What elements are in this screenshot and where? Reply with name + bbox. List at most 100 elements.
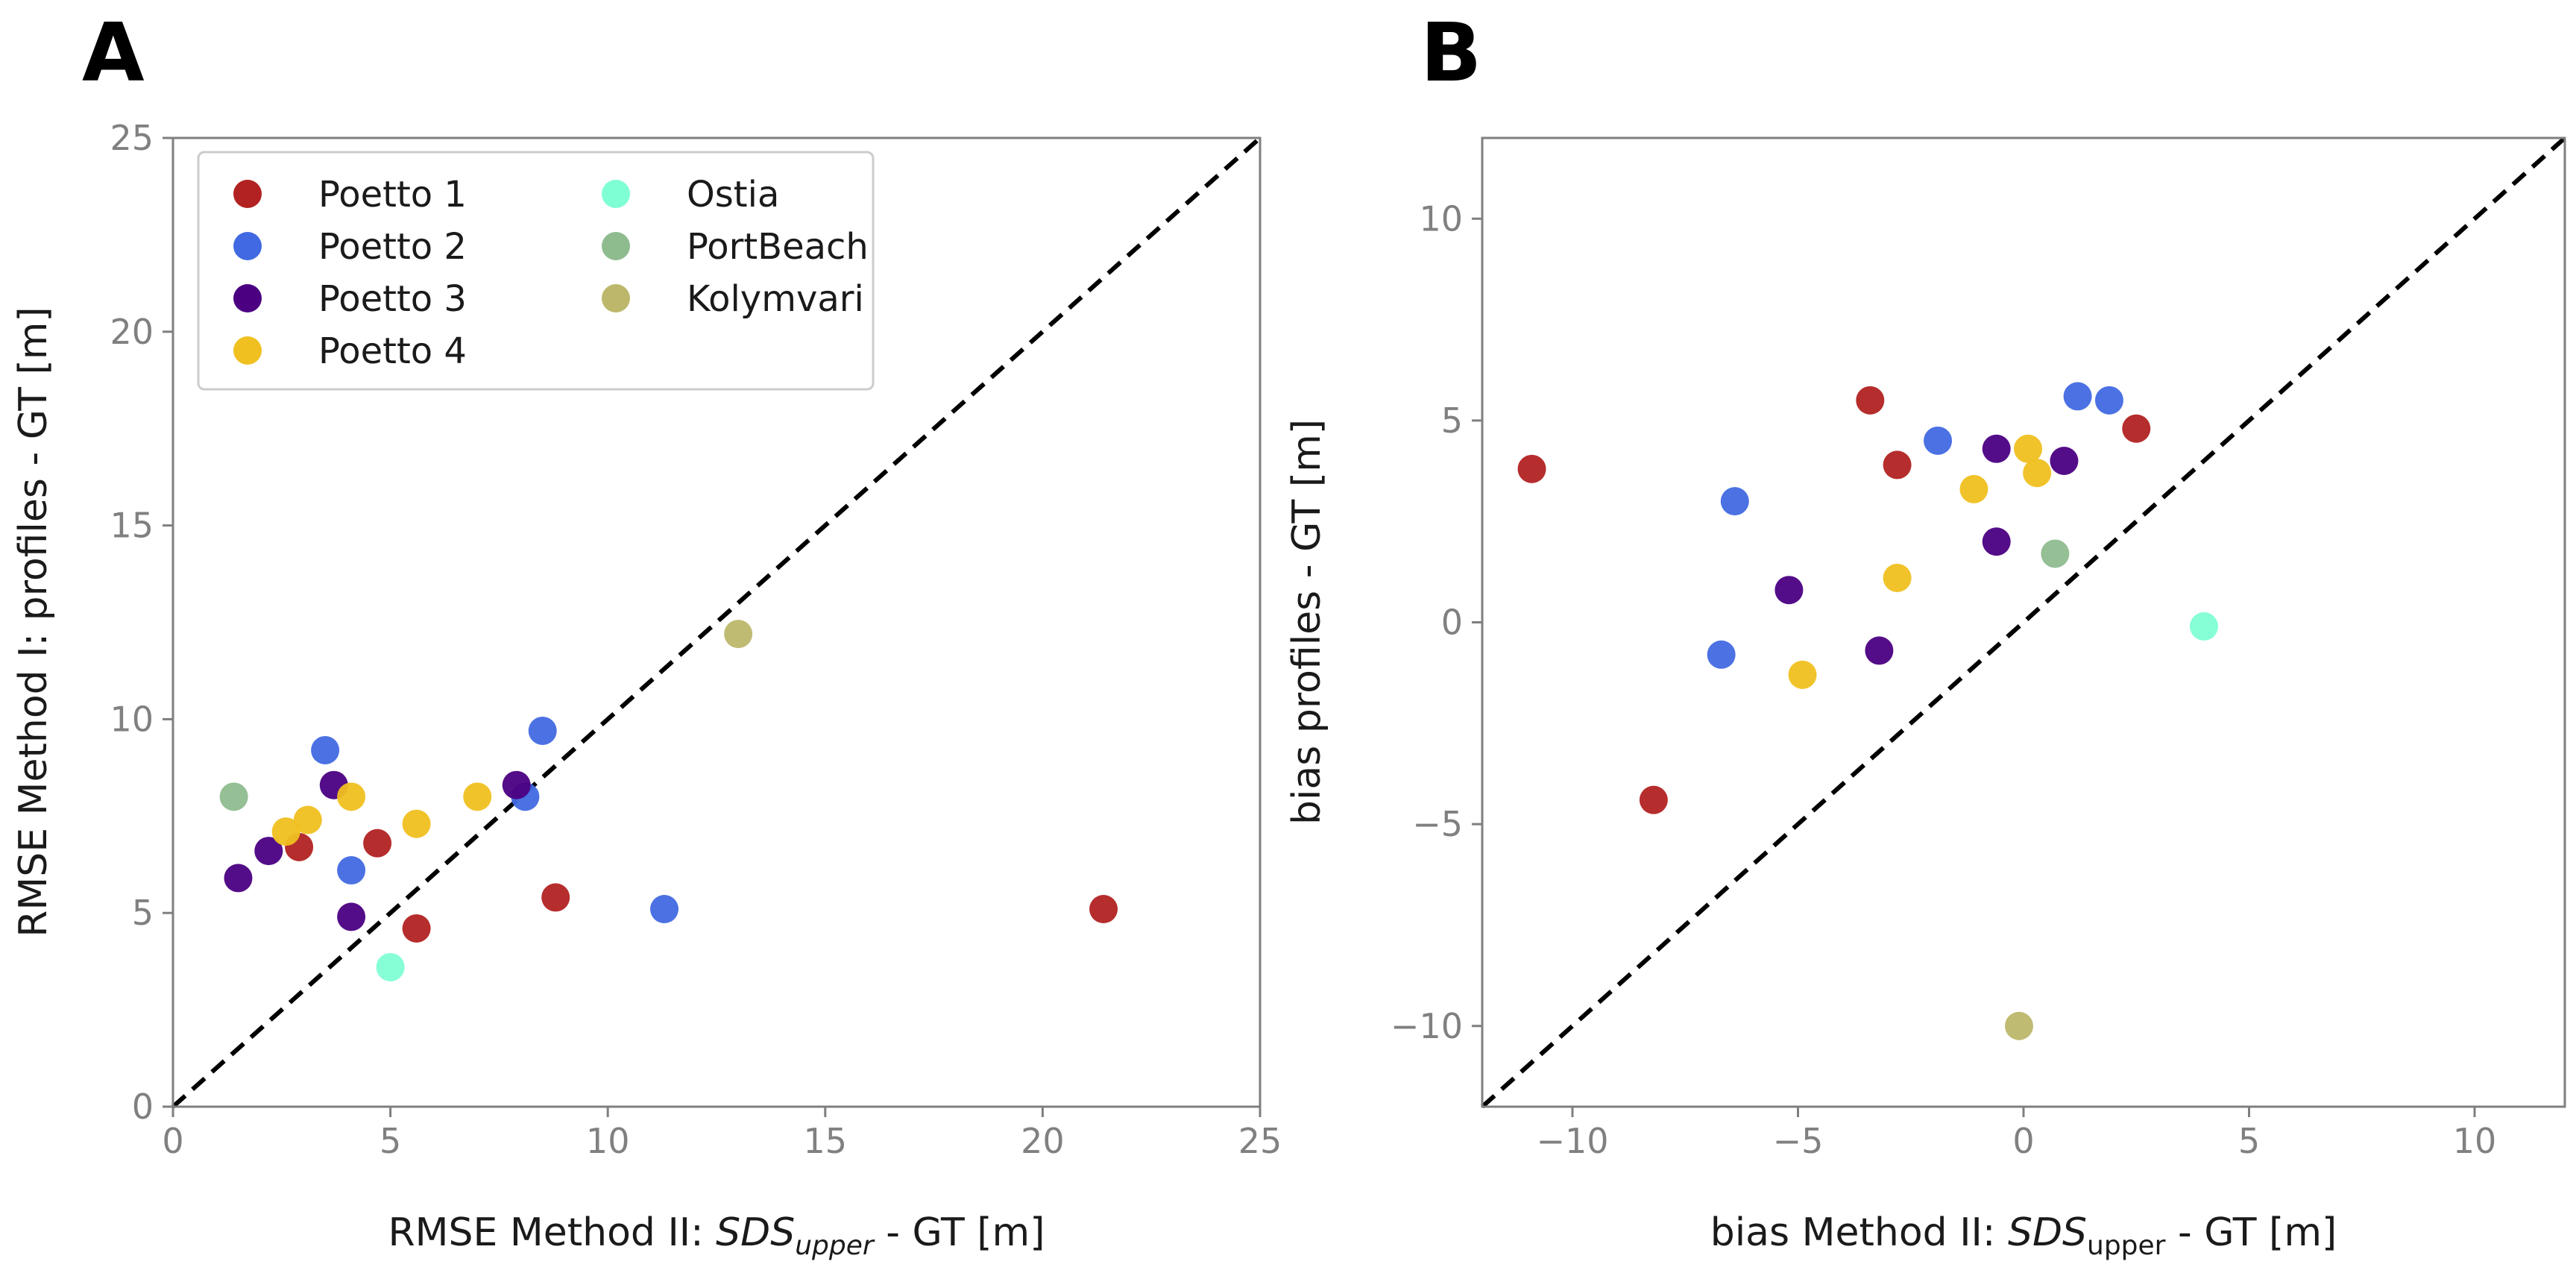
panel-a-x-label-prefix: RMSE Method II: <box>388 1210 717 1255</box>
panel-a-point-portbeach <box>219 782 248 811</box>
legend-marker <box>233 180 262 208</box>
panel-b-point-poetto-3 <box>1982 434 2011 463</box>
legend-label: Poetto 4 <box>318 330 467 372</box>
panel-a-points <box>219 620 1118 981</box>
panel-b-y-tick-label: −5 <box>1412 804 1463 844</box>
panel-b-x-tick-label: −10 <box>1536 1121 1608 1161</box>
panel-b-point-poetto-3 <box>1982 527 2011 556</box>
panel-a-point-poetto-1 <box>402 914 431 943</box>
panel-a-point-poetto-2 <box>650 895 679 924</box>
legend-label: Poetto 3 <box>318 278 467 320</box>
panel-a-point-poetto-1 <box>541 883 570 912</box>
panel-a-x-tick-label: 10 <box>586 1121 630 1161</box>
panel-b-point-poetto-4 <box>1788 660 1817 689</box>
legend-label: PortBeach <box>687 226 869 268</box>
panel-a-point-poetto-2 <box>337 856 366 885</box>
panel-a-x-tick-label: 20 <box>1021 1121 1065 1161</box>
legend: Poetto 1 Poetto 2 Poetto 3 Poetto 4 Ostia Por… <box>197 151 875 391</box>
panel-b-frame <box>1481 136 2566 1108</box>
panel-a-point-poetto-3 <box>254 837 283 866</box>
panel-b-x-tick-label: 5 <box>2238 1121 2260 1161</box>
panel-a-point-poetto-1 <box>1089 895 1118 924</box>
panel-a-y-tick-label: 5 <box>132 893 154 933</box>
panel-a-x-tick-label: 25 <box>1238 1121 1282 1161</box>
panel-a-point-poetto-4 <box>463 782 492 811</box>
panel-a-point-poetto-2 <box>528 716 557 745</box>
panel-b-x-label-suffix: - GT [m] <box>2165 1210 2337 1255</box>
panel-b-point-poetto-2 <box>2094 386 2123 415</box>
panel-a-point-poetto-3 <box>502 770 531 799</box>
panel-b-points <box>1517 382 2218 1040</box>
panel-b-x-label-prefix: bias Method II: <box>1710 1210 2008 1255</box>
panel-a-point-poetto-4 <box>293 805 322 834</box>
panel-a-point-poetto-4 <box>337 782 366 811</box>
panel-a-ticks: 0 5 10 15 20 25 0 5 10 15 20 25 <box>110 118 1282 1161</box>
panel-a-point-poetto-3 <box>337 902 366 931</box>
panel-a-y-tick-label: 20 <box>110 312 154 352</box>
panel-b-point-poetto-1 <box>2122 414 2151 443</box>
legend-marker <box>233 284 262 312</box>
panel-letter-a: A <box>82 7 145 100</box>
panel-b-x-tick-label: −5 <box>1773 1121 1824 1161</box>
legend-label: Poetto 1 <box>318 174 467 216</box>
panel-a-y-axis-label: RMSE Method I: profiles - GT [m] <box>11 307 56 937</box>
panel-a-x-label-italic: SDS <box>716 1210 795 1255</box>
legend-box <box>197 151 875 391</box>
panel-a-frame <box>171 136 1262 1108</box>
panel-b-point-poetto-4 <box>2014 434 2043 463</box>
panel-b-x-label-italic: SDS <box>2008 1210 2087 1255</box>
legend-label: Poetto 2 <box>318 226 467 268</box>
panel-a-x-tick-label: 0 <box>162 1121 183 1161</box>
panel-a-point-poetto-2 <box>311 735 340 764</box>
panel-b-point-poetto-4 <box>2023 459 2052 488</box>
panel-a-x-label-suffix: - GT [m] <box>874 1210 1045 1255</box>
legend-label: Kolymvari <box>687 278 864 320</box>
panel-a-point-poetto-1 <box>363 829 392 858</box>
panel-b-y-tick-label: −10 <box>1391 1006 1463 1046</box>
panel-letter-b: B <box>1420 7 1481 100</box>
panel-a-point-ostia <box>376 952 405 981</box>
panel-a-point-kolymvari <box>724 620 753 649</box>
panel-b-point-poetto-1 <box>1883 450 1912 480</box>
panel-b-point-poetto-4 <box>1959 474 1988 503</box>
panel-a-point-poetto-3 <box>224 864 253 893</box>
panel-b: B −10 −5 0 5 10 −10 −5 0 5 10 bias Method II: SDS… <box>1285 7 2567 1261</box>
panel-a-x-tick-label: 15 <box>804 1121 848 1161</box>
panel-b-ticks: −10 −5 0 5 10 −10 −5 0 5 10 <box>1391 198 2496 1161</box>
panel-b-y-tick-label: 5 <box>1441 400 1463 441</box>
legend-marker <box>233 336 262 365</box>
panel-b-point-poetto-2 <box>1924 426 1953 455</box>
panel-b-point-poetto-2 <box>1707 640 1736 669</box>
panel-b-point-poetto-1 <box>1639 785 1668 814</box>
panel-a-y-tick-label: 25 <box>110 118 154 158</box>
panel-b-point-poetto-3 <box>2050 447 2079 475</box>
panel-b-y-axis-label: bias profiles - GT [m] <box>1285 419 1329 825</box>
panel-b-point-poetto-2 <box>2063 382 2092 411</box>
legend-marker <box>602 284 630 312</box>
panel-b-point-poetto-1 <box>1856 386 1885 415</box>
panel-b-y-tick-label: 0 <box>1441 603 1463 643</box>
panel-b-point-portbeach <box>2041 539 2070 568</box>
panel-b-point-poetto-3 <box>1865 636 1894 665</box>
panel-b-y-tick-label: 10 <box>1419 198 1463 239</box>
panel-b-x-tick-label: 10 <box>2453 1121 2497 1161</box>
panel-a-point-poetto-4 <box>271 817 300 846</box>
panel-a-x-axis-label: RMSE Method II: SDSupper - GT [m] <box>388 1210 1045 1261</box>
panel-b-point-poetto-2 <box>1720 487 1749 516</box>
panel-a-x-tick-label: 5 <box>380 1121 401 1161</box>
legend-marker <box>233 232 262 260</box>
panel-b-x-axis-label: bias Method II: SDSupper - GT [m] <box>1710 1210 2337 1261</box>
panel-b-point-poetto-3 <box>1774 576 1804 605</box>
panel-b-diagonal-line <box>1480 136 2567 1109</box>
legend-marker <box>602 232 630 260</box>
panel-b-point-ostia <box>2190 612 2218 641</box>
legend-marker <box>602 180 630 208</box>
panel-a-point-poetto-4 <box>402 809 431 838</box>
panel-b-point-poetto-4 <box>1883 563 1912 592</box>
panel-a-y-tick-label: 15 <box>110 506 154 546</box>
panel-a-x-label-sub: upper <box>795 1230 875 1261</box>
panel-a-diagonal-line <box>171 136 1262 1109</box>
panel-b-x-label-sub: upper <box>2087 1230 2166 1261</box>
